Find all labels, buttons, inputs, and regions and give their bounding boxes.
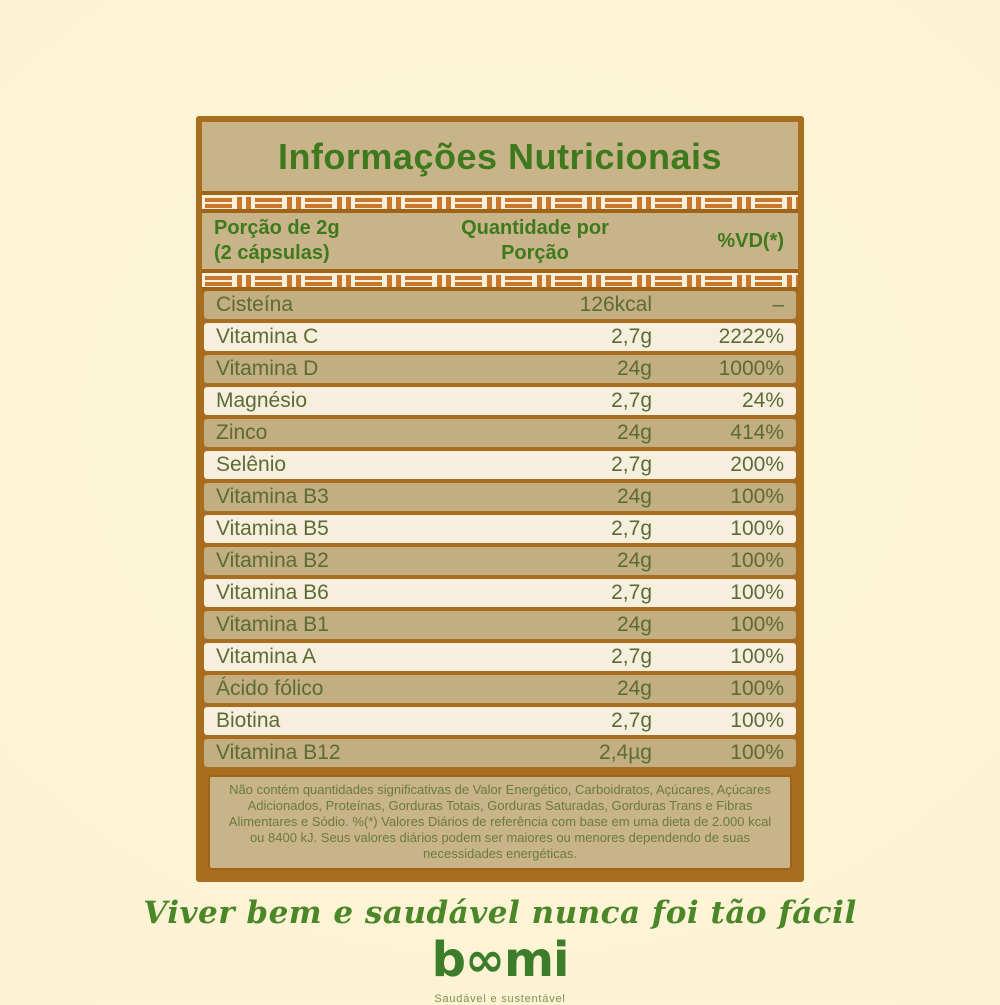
footnote-text: Não contém quantidades significativas de… (208, 775, 792, 870)
nutrient-amount: 2,4µg (599, 741, 652, 764)
column-header-dv: %VD(*) (717, 229, 784, 252)
nutrient-amount: 2,7g (611, 645, 652, 668)
table-row: Zinco 24g 414% (204, 419, 796, 447)
nutrient-dv: 24% (741, 389, 784, 412)
nutrient-amount: 24g (616, 485, 652, 508)
nutrient-name: Vitamina B6 (216, 581, 329, 604)
table-row: Vitamina C 2,7g 2222% (204, 323, 796, 351)
nutrient-dv: 100% (730, 517, 784, 540)
nutrient-amount: 24g (616, 613, 652, 636)
nutrient-dv: 100% (730, 485, 784, 508)
stripe-pattern-band-top (202, 191, 798, 213)
brand-logo: b∞mi (431, 931, 570, 988)
nutrient-name: Magnésio (216, 389, 308, 412)
table-row: Vitamina D 24g 1000% (204, 355, 796, 383)
nutrient-name: Vitamina A (216, 645, 317, 668)
nutrient-dv: 100% (730, 613, 784, 636)
nutrient-amount: 24g (616, 421, 652, 444)
table-row: Biotina 2,7g 100% (204, 707, 796, 735)
footnote-section: Não contém quantidades significativas de… (202, 771, 798, 876)
panel-title: Informações Nutricionais (202, 122, 798, 191)
nutrient-dv: 200% (730, 453, 784, 476)
brand-slogan: Saudável e sustentável (434, 992, 566, 1005)
nutrient-dv: 414% (730, 421, 784, 444)
nutrient-name: Vitamina B3 (216, 485, 329, 508)
table-row: Vitamina B5 2,7g 100% (204, 515, 796, 543)
nutrient-dv: 100% (730, 581, 784, 604)
nutrient-amount: 2,7g (611, 389, 652, 412)
nutrient-name: Vitamina B5 (216, 517, 329, 540)
column-headers: Porção de 2g (2 cápsulas) Quantidade por… (202, 213, 798, 269)
nutrient-amount: 24g (616, 677, 652, 700)
nutrient-amount: 2,7g (611, 453, 652, 476)
nutrient-dv: 2222% (718, 325, 784, 348)
nutrient-amount: 24g (616, 549, 652, 572)
table-row: Vitamina A 2,7g 100% (204, 643, 796, 671)
portion-size-line1: Porção de 2g (214, 217, 340, 239)
amount-header-line1: Quantidade por (461, 217, 609, 239)
nutrient-name: Vitamina B12 (216, 741, 341, 764)
nutrient-dv: 100% (730, 741, 784, 764)
table-row: Vitamina B12 2,4µg 100% (204, 739, 796, 767)
table-row: Ácido fólico 24g 100% (204, 675, 796, 703)
column-header-portion: Porção de 2g (2 cápsulas) (214, 216, 420, 266)
nutrient-name: Ácido fólico (216, 677, 324, 700)
nutrient-dv: – (772, 293, 784, 316)
stripe-pattern-band-middle (202, 269, 798, 291)
nutrient-dv: 100% (730, 645, 784, 668)
nutrient-name: Selênio (216, 453, 287, 476)
table-row: Vitamina B2 24g 100% (204, 547, 796, 575)
nutrient-name: Zinco (216, 421, 268, 444)
column-header-amount: Quantidade por Porção (420, 216, 650, 266)
amount-header-line2: Porção (501, 242, 569, 264)
brand-tagline: Viver bem e saudável nunca foi tão fácil (143, 894, 857, 931)
table-row: Vitamina B3 24g 100% (204, 483, 796, 511)
nutrient-amount: 24g (616, 357, 652, 380)
nutrient-name: Vitamina C (216, 325, 319, 348)
nutrient-amount: 2,7g (611, 517, 652, 540)
nutrient-name: Biotina (216, 709, 281, 732)
nutrient-dv: 100% (730, 549, 784, 572)
nutrient-amount: 126kcal (579, 293, 652, 316)
nutrition-facts-panel: Informações Nutricionais Porção de 2g (2… (196, 116, 804, 882)
nutrient-dv: 1000% (718, 357, 784, 380)
nutrient-amount: 2,7g (611, 581, 652, 604)
nutrient-name: Cisteína (216, 293, 294, 316)
table-row: Cisteína 126kcal – (204, 291, 796, 319)
table-row: Selênio 2,7g 200% (204, 451, 796, 479)
table-row: Vitamina B1 24g 100% (204, 611, 796, 639)
nutrient-name: Vitamina B1 (216, 613, 329, 636)
nutrient-name: Vitamina B2 (216, 549, 329, 572)
nutrition-rows: Cisteína 126kcal – Vitamina C 2,7g 2222%… (202, 291, 798, 767)
table-row: Magnésio 2,7g 24% (204, 387, 796, 415)
nutrient-name: Vitamina D (216, 357, 319, 380)
table-row: Vitamina B6 2,7g 100% (204, 579, 796, 607)
nutrient-amount: 2,7g (611, 325, 652, 348)
nutrient-amount: 2,7g (611, 709, 652, 732)
nutrient-dv: 100% (730, 677, 784, 700)
nutrient-dv: 100% (730, 709, 784, 732)
portion-size-line2: (2 cápsulas) (214, 242, 330, 264)
